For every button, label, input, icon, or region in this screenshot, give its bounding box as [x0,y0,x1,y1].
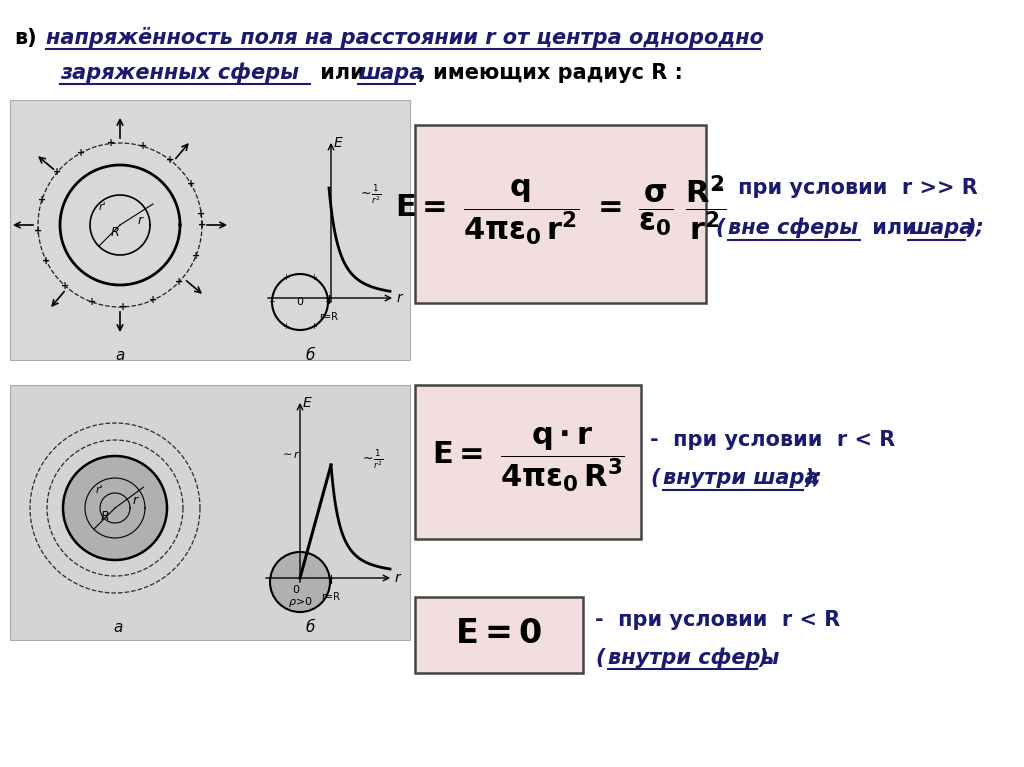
Text: +: + [53,167,61,177]
Text: +: + [187,179,196,189]
Text: а: а [114,621,123,636]
Text: а: а [116,347,125,363]
Text: $\mathbf{E=\ \dfrac{q}{4\pi\varepsilon_0\, r^2}\ =\ \dfrac{\sigma}{\varepsilon_0: $\mathbf{E=\ \dfrac{q}{4\pi\varepsilon_0… [394,173,726,248]
Text: +: + [38,195,46,205]
Text: (: ( [650,468,659,488]
Text: +: + [34,225,42,235]
Text: r=R: r=R [319,312,339,322]
FancyBboxPatch shape [415,125,706,303]
Text: или: или [313,63,372,83]
Text: напряжённость поля на расстоянии r от центра однородно: напряжённость поля на расстоянии r от це… [46,28,764,48]
Text: +: + [108,139,116,149]
Text: 0: 0 [293,585,299,595]
FancyBboxPatch shape [415,385,641,539]
Circle shape [270,552,330,612]
Text: r: r [137,213,142,226]
Text: шара: шара [358,63,423,83]
Text: +: + [61,281,70,291]
Text: +: + [198,209,205,219]
Text: r: r [132,493,137,506]
FancyBboxPatch shape [415,597,583,673]
Text: 0: 0 [297,297,303,307]
Text: +: + [42,256,50,266]
Text: +: + [88,297,96,307]
Text: в): в) [14,28,37,48]
Text: +: + [191,251,200,261]
Text: R: R [100,509,110,522]
Text: , имеющих радиус R :: , имеющих радиус R : [418,63,683,83]
Text: (: ( [715,218,725,238]
Text: внутри сферы: внутри сферы [608,648,779,668]
Text: r: r [395,571,400,585]
Circle shape [63,456,167,560]
Text: $\mathbf{E = 0}$: $\mathbf{E = 0}$ [456,617,543,650]
Text: -  при условии  r < R: - при условии r < R [595,610,841,630]
FancyBboxPatch shape [10,385,410,640]
Text: +: + [150,295,158,305]
Text: +: + [310,321,317,331]
Text: -  при условии  r < R: - при условии r < R [650,430,895,450]
Text: E: E [334,136,343,150]
Text: E: E [303,396,311,410]
Text: $\sim r$: $\sim r$ [280,449,300,460]
Text: ).: ). [759,648,776,668]
Text: (: ( [595,648,604,668]
Text: +: + [138,141,146,151]
Text: или: или [865,218,924,238]
Text: +: + [119,302,127,312]
Text: +: + [268,298,275,307]
Text: +: + [78,147,86,157]
Text: б: б [305,621,314,636]
Text: +: + [310,273,317,282]
Text: вне сферы: вне сферы [728,218,858,239]
Text: +: + [198,220,206,230]
Text: $\sim\!\frac{1}{r^2}$: $\sim\!\frac{1}{r^2}$ [358,183,382,207]
Text: $\mathbf{E=\ \dfrac{q \cdot r}{4\pi\varepsilon_0\, R^3}}$: $\mathbf{E=\ \dfrac{q \cdot r}{4\pi\vare… [431,425,625,493]
Text: шара: шара [908,218,974,238]
Text: +: + [175,277,183,287]
FancyBboxPatch shape [10,100,410,360]
Text: +: + [325,298,332,307]
Text: );: ); [967,218,985,238]
Text: внутри шара: внутри шара [663,468,818,488]
Text: +: + [283,321,290,331]
Text: +: + [283,273,290,282]
Text: $\rho$>0: $\rho$>0 [288,595,312,609]
Text: -  при условии  r >> R: - при условии r >> R [715,178,978,198]
Text: r': r' [98,202,105,212]
Text: );: ); [805,468,823,488]
Text: б: б [305,347,314,363]
Text: r=R: r=R [322,592,341,602]
Text: +: + [167,156,174,166]
Text: r': r' [95,485,102,495]
Text: R: R [111,226,120,239]
Text: r: r [397,291,402,305]
Text: заряженных сферы: заряженных сферы [60,63,299,84]
Text: $\sim\!\frac{1}{r^2}$: $\sim\!\frac{1}{r^2}$ [360,448,384,472]
